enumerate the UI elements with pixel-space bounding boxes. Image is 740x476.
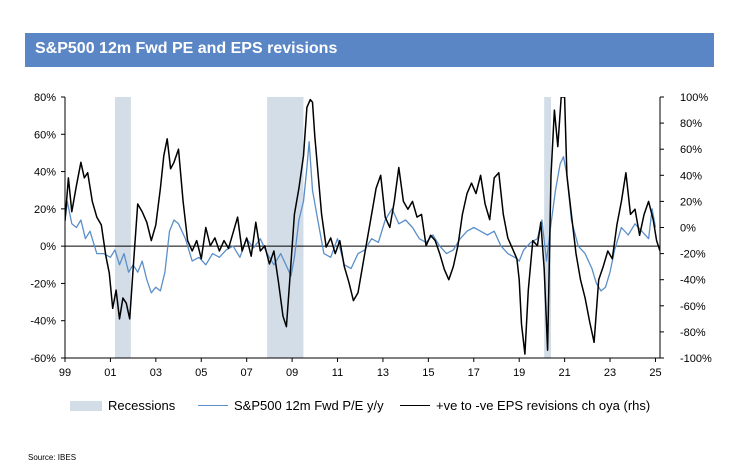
y-right-tick-label: -20% — [680, 249, 706, 261]
axes: -60% -40% -20% 0% 20% 40% 60% 80% -100% -80% -60% -… — [30, 92, 712, 379]
y-right-tick-label: -80% — [680, 327, 706, 339]
x-tick-label: 05 — [195, 367, 207, 379]
y-left-tick-label: -40% — [30, 316, 56, 328]
x-tick-label: 99 — [59, 367, 71, 379]
x-tick-label: 01 — [104, 367, 116, 379]
chart-title: S&P500 12m Fwd PE and EPS revisions — [35, 40, 338, 57]
legend-swatch-pe — [198, 405, 228, 406]
y-left-tick-label: 40% — [34, 167, 56, 179]
y-right-tick-label: -60% — [680, 301, 706, 313]
x-tick-label: 25 — [649, 367, 661, 379]
x-tick-label: 07 — [241, 367, 253, 379]
source-note: Source: IBES — [28, 453, 77, 462]
y-right-tick-label: 20% — [680, 196, 702, 208]
y-left-tick-label: 80% — [34, 92, 56, 104]
legend-item-eps: +ve to -ve EPS revisions ch oya (rhs) — [400, 398, 650, 413]
x-tick-label: 23 — [604, 367, 616, 379]
legend-swatch-recessions — [70, 400, 102, 411]
y-right-tick-label: 80% — [680, 118, 702, 130]
y-right-tick-label: 0% — [680, 223, 696, 235]
y-left-tick-label: -60% — [30, 353, 56, 365]
title-bar: S&P500 12m Fwd PE and EPS revisions — [25, 33, 714, 67]
recession-band-0 — [114, 97, 131, 358]
legend-label-pe: S&P500 12m Fwd P/E y/y — [234, 398, 384, 413]
legend-label-recessions: Recessions — [108, 398, 176, 413]
y-left-tick-label: -20% — [30, 278, 56, 290]
x-tick-label: 03 — [150, 367, 162, 379]
x-tick-label: 21 — [558, 367, 570, 379]
y-right-tick-label: 100% — [680, 92, 708, 104]
x-tick-label: 15 — [422, 367, 434, 379]
x-tick-label: 11 — [332, 367, 343, 379]
x-tick-label: 09 — [286, 367, 298, 379]
x-tick-label: 17 — [468, 367, 480, 379]
y-left-tick-label: 0% — [40, 241, 56, 253]
y-right-tick-label: -100% — [680, 353, 712, 365]
legend: Recessions S&P500 12m Fwd P/E y/y +ve to… — [70, 398, 710, 418]
y-right-tick-label: 40% — [680, 170, 702, 182]
legend-item-pe: S&P500 12m Fwd P/E y/y — [198, 398, 384, 413]
y-right-tick-label: -40% — [680, 275, 706, 287]
legend-swatch-eps — [400, 405, 430, 406]
series-line-eps-revisions — [65, 97, 660, 355]
y-left-tick-label: 20% — [34, 204, 56, 216]
legend-item-recessions: Recessions — [70, 398, 175, 413]
recession-band-2 — [544, 97, 551, 358]
series-lines — [65, 97, 660, 355]
x-tick-label: 13 — [377, 367, 389, 379]
legend-label-eps: +ve to -ve EPS revisions ch oya (rhs) — [436, 398, 651, 413]
y-left-tick-label: 60% — [34, 129, 56, 141]
x-tick-label: 19 — [513, 367, 525, 379]
y-right-tick-label: 60% — [680, 144, 702, 156]
